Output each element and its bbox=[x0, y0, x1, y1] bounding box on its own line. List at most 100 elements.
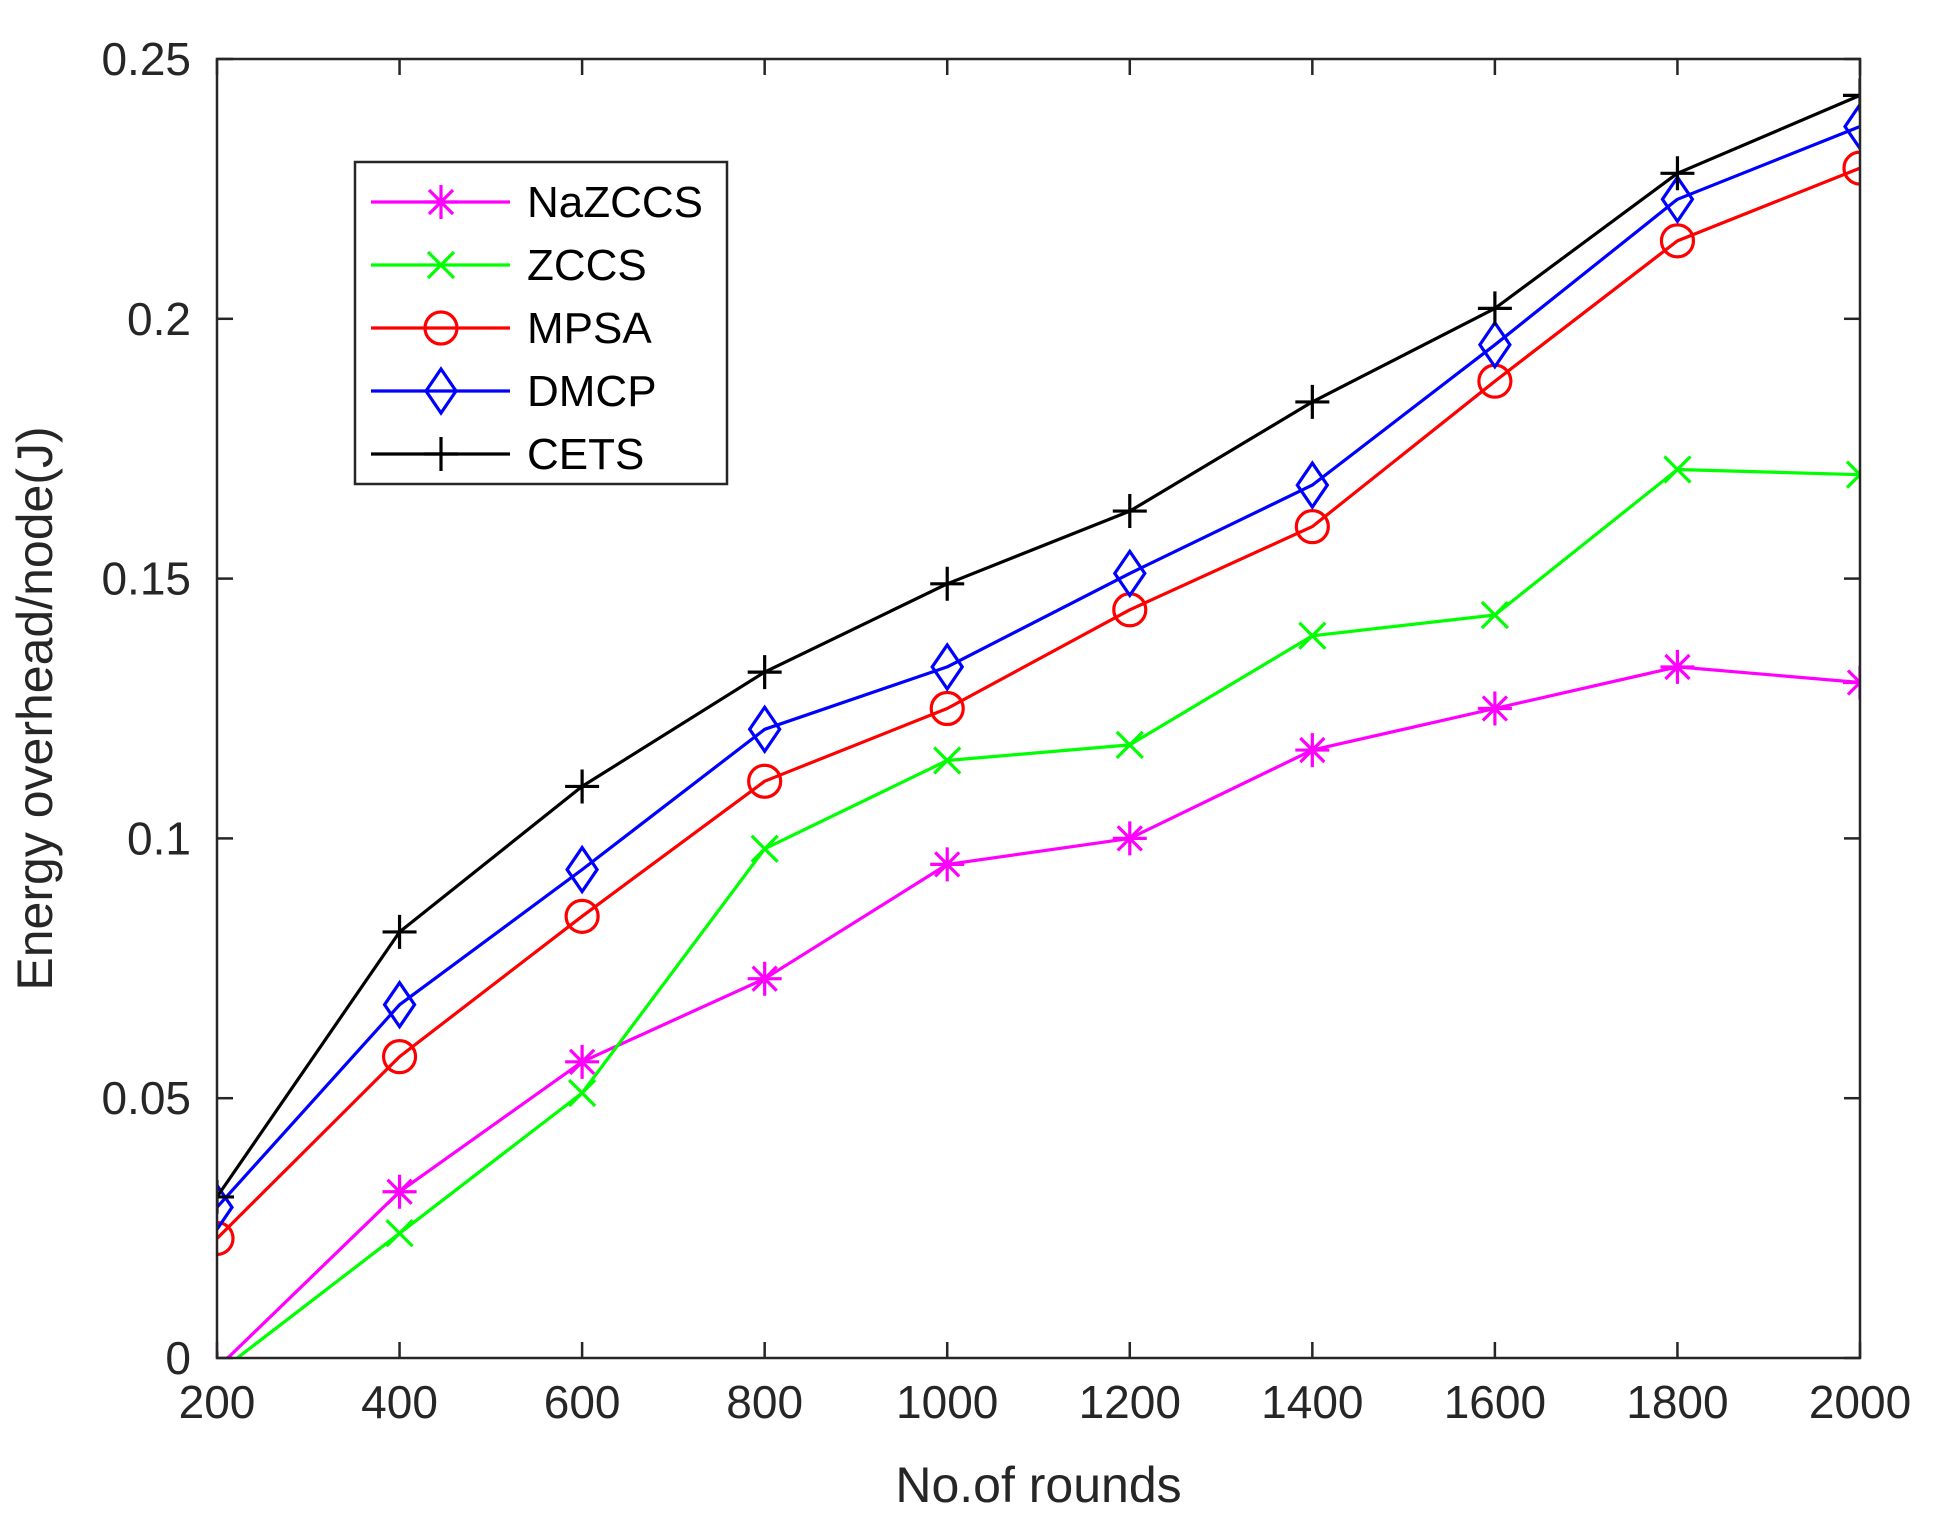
data-point-dmcp-200-shape bbox=[217, 1182, 234, 1233]
data-point-cets-1200 bbox=[1112, 494, 1147, 529]
data-point-nazccs-800 bbox=[747, 961, 782, 996]
data-point-mpsa-200 bbox=[217, 1220, 235, 1257]
data-point-dmcp-800-shape bbox=[747, 704, 782, 755]
data-point-dmcp-1200 bbox=[1112, 548, 1147, 599]
x-tick-label: 1800 bbox=[1626, 1376, 1728, 1428]
y-tick-label: 0.05 bbox=[101, 1072, 191, 1124]
x-tick-label: 200 bbox=[179, 1376, 256, 1428]
data-point-nazccs-1200-shape bbox=[1112, 821, 1147, 856]
data-point-cets-800-shape bbox=[747, 655, 782, 690]
data-point-cets-800 bbox=[747, 655, 782, 690]
data-point-cets-1400-shape bbox=[1295, 384, 1330, 419]
legend-marker-mpsa bbox=[423, 310, 459, 346]
x-tick-label: 400 bbox=[361, 1376, 438, 1428]
legend-marker-dmcp-shape bbox=[424, 366, 458, 416]
data-point-nazccs-1400 bbox=[1295, 733, 1330, 768]
legend: NaZCCS ZCCS MPSA DMCP CETS bbox=[353, 160, 729, 486]
data-point-nazccs-1600-shape bbox=[1477, 691, 1512, 726]
data-point-dmcp-600-shape bbox=[565, 844, 600, 895]
legend-item-cets: CETS bbox=[371, 430, 644, 479]
data-point-mpsa-600 bbox=[564, 898, 600, 934]
data-point-nazccs-400 bbox=[382, 1174, 417, 1209]
data-point-nazccs-1000 bbox=[930, 847, 965, 882]
axes-layer: 200 400 600 800 1000 1200 1400 1600 1800 2000 0 0.0… bbox=[101, 33, 1911, 1428]
y-tick-label: 0.1 bbox=[127, 812, 191, 864]
data-point-zccs-1200-shape bbox=[1115, 730, 1144, 760]
y-tick-label: 0.15 bbox=[101, 553, 191, 605]
data-point-mpsa-1000-shape bbox=[929, 690, 965, 727]
data-point-zccs-1400 bbox=[1298, 621, 1327, 650]
data-point-cets-1400 bbox=[1295, 384, 1330, 419]
data-point-mpsa-400 bbox=[381, 1039, 418, 1075]
data-point-mpsa-800 bbox=[747, 763, 783, 799]
legend-label-nazccs: NaZCCS bbox=[527, 178, 703, 227]
data-point-cets-2000-shape bbox=[1843, 78, 1860, 113]
data-point-nazccs-1200 bbox=[1112, 821, 1147, 856]
axes-frame bbox=[215, 57, 1862, 1360]
data-point-zccs-600-shape bbox=[567, 1078, 597, 1108]
legend-label-cets: CETS bbox=[527, 430, 644, 479]
data-point-zccs-1600-shape bbox=[1480, 600, 1510, 630]
data-point-dmcp-400 bbox=[382, 979, 417, 1030]
series-line-zccs bbox=[234, 467, 1860, 1358]
data-point-zccs-1000-shape bbox=[933, 746, 962, 775]
data-point-zccs-400-shape bbox=[385, 1219, 414, 1248]
data-point-zccs-1600 bbox=[1480, 600, 1510, 630]
legend-item-zccs: ZCCS bbox=[371, 241, 647, 290]
x-tick-label: 600 bbox=[544, 1376, 621, 1428]
data-point-cets-200 bbox=[217, 1179, 234, 1214]
legend-box bbox=[353, 160, 729, 486]
series-line-cets bbox=[217, 93, 1860, 1198]
series-mpsa bbox=[217, 150, 1860, 1257]
series-line-nazccs bbox=[225, 665, 1860, 1358]
data-point-nazccs-800-shape bbox=[747, 961, 782, 996]
legend-marker-zccs bbox=[426, 250, 456, 280]
legend-marker-dmcp bbox=[424, 366, 458, 416]
data-point-zccs-800-shape bbox=[750, 834, 779, 863]
x-axis-title: No.of rounds bbox=[895, 1457, 1181, 1513]
x-tick-label: 1400 bbox=[1261, 1376, 1363, 1428]
y-tick-label: 0 bbox=[165, 1332, 191, 1384]
data-point-cets-200-shape bbox=[217, 1179, 234, 1214]
data-point-mpsa-1000 bbox=[929, 690, 965, 727]
data-point-zccs-2000 bbox=[1845, 460, 1860, 489]
x-tick-label: 2000 bbox=[1809, 1376, 1911, 1428]
data-point-dmcp-2000-shape bbox=[1843, 101, 1860, 152]
legend-label-mpsa: MPSA bbox=[527, 304, 652, 353]
legend-item-dmcp: DMCP bbox=[371, 366, 657, 416]
data-point-zccs-400 bbox=[385, 1219, 414, 1248]
data-point-mpsa-1400-shape bbox=[1294, 509, 1330, 545]
data-point-cets-1000-shape bbox=[930, 566, 965, 601]
data-point-nazccs-600-shape bbox=[565, 1044, 600, 1079]
data-point-nazccs-600 bbox=[565, 1044, 600, 1079]
legend-marker-nazccs bbox=[424, 185, 458, 219]
data-point-mpsa-1800-shape bbox=[1659, 223, 1696, 259]
series-dmcp bbox=[217, 101, 1860, 1233]
legend-marker-cets bbox=[424, 437, 458, 471]
data-point-mpsa-800-shape bbox=[747, 763, 783, 799]
data-point-dmcp-1400-shape bbox=[1295, 460, 1330, 510]
legend-marker-zccs-shape bbox=[426, 250, 456, 280]
data-point-mpsa-400-shape bbox=[381, 1039, 418, 1075]
data-point-cets-600-shape bbox=[565, 769, 600, 804]
data-point-dmcp-1200-shape bbox=[1112, 548, 1147, 599]
data-point-nazccs-400-shape bbox=[382, 1174, 417, 1209]
data-point-mpsa-200-shape bbox=[217, 1220, 235, 1257]
data-point-mpsa-1400 bbox=[1294, 509, 1330, 545]
data-point-dmcp-800 bbox=[747, 704, 782, 755]
legend-marker-mpsa-shape bbox=[423, 310, 459, 346]
data-point-zccs-2000-shape bbox=[1845, 460, 1860, 489]
data-point-dmcp-1000-shape bbox=[930, 642, 965, 692]
data-point-zccs-1800-shape bbox=[1663, 455, 1692, 484]
y-tick-label: 0.25 bbox=[101, 33, 191, 85]
data-point-zccs-1800 bbox=[1663, 455, 1692, 484]
data-point-cets-1600 bbox=[1477, 291, 1512, 326]
data-point-zccs-1200 bbox=[1115, 730, 1144, 760]
data-point-dmcp-400-shape bbox=[382, 979, 417, 1030]
series-cets bbox=[217, 78, 1860, 1214]
data-point-cets-1800 bbox=[1660, 156, 1695, 191]
data-point-zccs-1000 bbox=[933, 746, 962, 775]
data-point-mpsa-2000-shape bbox=[1842, 150, 1860, 186]
data-point-dmcp-600 bbox=[565, 844, 600, 895]
